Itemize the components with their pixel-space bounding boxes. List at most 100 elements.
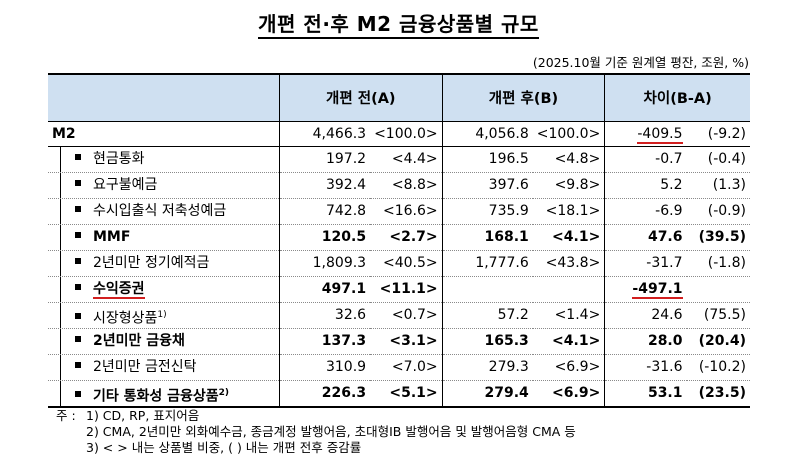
after-value: 735.9 (441, 198, 533, 225)
row-label: 기타 통화성 금융상품 (93, 388, 219, 405)
before-share: <2.7> (370, 224, 443, 251)
diff-value: -31.7 (604, 250, 687, 277)
after-value: 165.3 (441, 328, 533, 355)
row-label: 수익증권 (93, 280, 145, 299)
after-share: <1.4> (532, 302, 605, 329)
after-value: 168.1 (441, 224, 533, 251)
after-value: 279.3 (441, 354, 533, 381)
diff-rate: (-9.2) (686, 121, 750, 147)
before-value: 392.4 (278, 172, 371, 199)
table-row: 2년미만 정기예적금 1,809.3 <40.5> 1,777.6 <43.8>… (48, 250, 750, 277)
diff-rate: (1.3) (686, 172, 750, 199)
bullet-icon (75, 231, 81, 238)
diff-value: -6.9 (604, 198, 687, 225)
table-row: 수시입출식 저축성예금 742.8 <16.6> 735.9 <18.1> -6… (48, 198, 750, 225)
before-value: 120.5 (278, 224, 371, 251)
diff-value: 5.2 (604, 172, 687, 199)
table-row: M2 4,466.3 <100.0> 4,056.8 <100.0> -409.… (48, 121, 750, 147)
row-label: 2년미만 금융채 (93, 332, 185, 349)
after-share: <100.0> (532, 121, 605, 147)
diff-rate: (-0.4) (686, 146, 750, 173)
diff-rate: (39.5) (686, 224, 750, 251)
diff-value-highlight: -497.1 (632, 281, 683, 299)
before-value: 197.2 (278, 146, 371, 173)
diff-value-highlight: -409.5 (637, 125, 683, 144)
before-share: <5.1> (370, 380, 443, 408)
diff-value: 53.1 (604, 380, 687, 408)
after-value (441, 276, 533, 303)
header-label (48, 73, 280, 122)
before-value: 226.3 (278, 380, 371, 408)
bullet-icon (75, 283, 81, 290)
footnote-1: 주 :1) CD, RP, 표지어음 (56, 408, 200, 423)
bullet-icon (75, 335, 81, 342)
after-share: <6.9> (532, 380, 605, 408)
footnote-3: 3) < > 내는 상품별 비중, ( ) 내는 개편 전후 증감률 (86, 440, 362, 455)
diff-rate: (20.4) (686, 328, 750, 355)
before-share: <0.7> (370, 302, 443, 329)
table-row: MMF 120.5 <2.7> 168.1 <4.1> 47.6 (39.5) (48, 224, 750, 251)
after-share: <9.8> (532, 172, 605, 199)
table-row: 기타 통화성 금융상품2) 226.3 <5.1> 279.4 <6.9> 53… (48, 380, 750, 408)
bullet-icon (75, 257, 81, 264)
before-value: 742.8 (278, 198, 371, 225)
row-label: 2년미만 금전신탁 (93, 358, 197, 375)
after-share: <6.9> (532, 354, 605, 381)
bullet-icon (75, 361, 81, 368)
footnote-2: 2) CMA, 2년미만 외화예수금, 종금계정 발행어음, 초대형IB 발행어… (86, 424, 576, 439)
table-row: 현금통화 197.2 <4.4> 196.5 <4.8> -0.7 (-0.4) (48, 146, 750, 173)
row-label: 요구불예금 (93, 176, 158, 193)
diff-value: 47.6 (604, 224, 687, 251)
diff-rate: (-0.9) (686, 198, 750, 225)
before-value: 310.9 (278, 354, 371, 381)
after-share: <4.1> (532, 224, 605, 251)
diff-value: -409.5 (604, 121, 687, 147)
after-value: 196.5 (441, 146, 533, 173)
diff-value: -0.7 (604, 146, 687, 173)
before-value: 497.1 (278, 276, 371, 303)
diff-rate: (-10.2) (686, 354, 750, 381)
after-value: 4,056.8 (441, 121, 533, 147)
after-share: <43.8> (532, 250, 605, 277)
before-value: 1,809.3 (278, 250, 371, 277)
header-diff: 차이(B-A) (604, 73, 750, 122)
row-label: 시장형상품 (93, 310, 158, 327)
footnotes: 주 :1) CD, RP, 표지어음 2) CMA, 2년미만 외화예수금, 종… (56, 408, 576, 456)
before-share: <40.5> (370, 250, 443, 277)
after-value: 57.2 (441, 302, 533, 329)
table-header-row: 개편 전(A) 개편 후(B) 차이(B-A) (48, 73, 750, 122)
before-value: 32.6 (278, 302, 371, 329)
footnote-ref: 1) (157, 309, 167, 320)
row-label: M2 (48, 121, 280, 147)
before-share: <11.1> (370, 276, 443, 303)
diff-value: 28.0 (604, 328, 687, 355)
diff-value: -31.6 (604, 354, 687, 381)
bullet-icon (75, 313, 81, 320)
table-row: 요구불예금 392.4 <8.8> 397.6 <9.8> 5.2 (1.3) (48, 172, 750, 199)
after-share: <4.1> (532, 328, 605, 355)
diff-rate: (-1.8) (686, 250, 750, 277)
after-value: 1,777.6 (441, 250, 533, 277)
table-row: 수익증권 497.1 <11.1> -497.1 (48, 276, 750, 303)
diff-value: -497.1 (604, 276, 687, 303)
after-share (532, 276, 605, 303)
m2-table: 개편 전(A) 개편 후(B) 차이(B-A) M2 4,466.3 <100.… (48, 73, 750, 408)
before-share: <7.0> (370, 354, 443, 381)
after-value: 279.4 (441, 380, 533, 408)
diff-value: 24.6 (604, 302, 687, 329)
row-label: 2년미만 정기예적금 (93, 254, 210, 271)
before-share: <4.4> (370, 146, 443, 173)
before-share: <100.0> (370, 121, 443, 147)
after-share: <18.1> (532, 198, 605, 225)
diff-rate (686, 276, 750, 303)
before-share: <16.6> (370, 198, 443, 225)
diff-rate: (75.5) (686, 302, 750, 329)
bullet-icon (75, 153, 81, 160)
before-value: 137.3 (278, 328, 371, 355)
footnote-ref: 2) (218, 387, 230, 398)
before-share: <8.8> (370, 172, 443, 199)
table-row: 2년미만 금전신탁 310.9 <7.0> 279.3 <6.9> -31.6 … (48, 354, 750, 381)
before-share: <3.1> (370, 328, 443, 355)
table-row: 2년미만 금융채 137.3 <3.1> 165.3 <4.1> 28.0 (2… (48, 328, 750, 355)
after-value: 397.6 (441, 172, 533, 199)
